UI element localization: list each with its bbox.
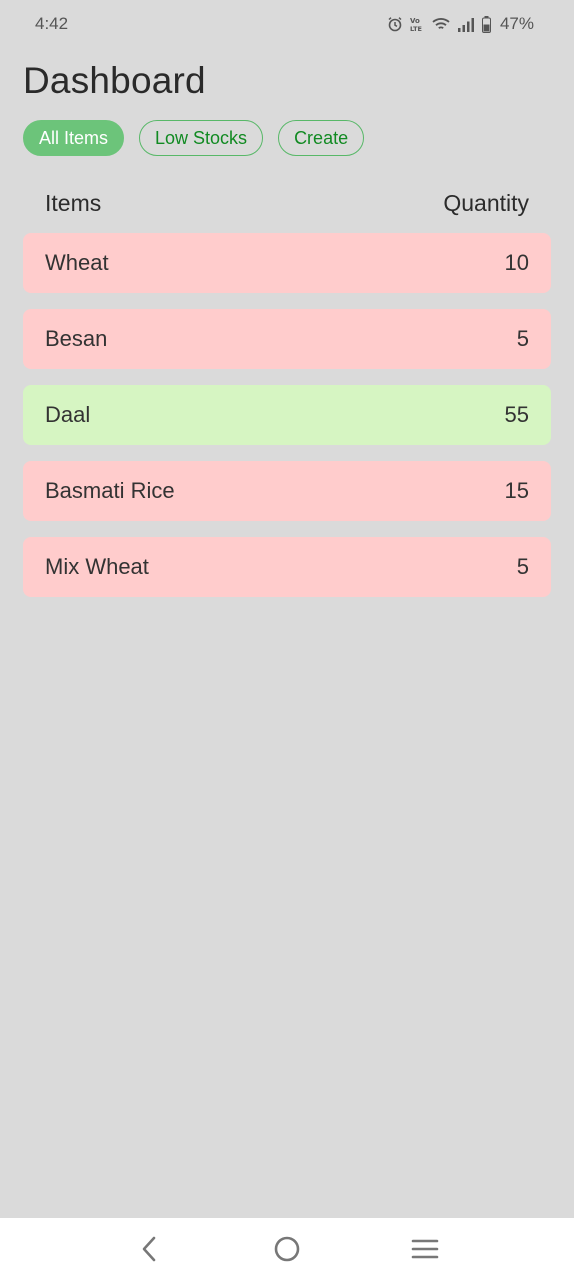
home-icon [274,1236,300,1262]
create-button[interactable]: Create [278,120,365,156]
wifi-icon [432,17,450,32]
inventory-row-mix-wheat[interactable]: Mix Wheat 5 [23,537,551,597]
battery-percent: 47% [499,14,534,33]
status-icons: Vo LTE 47% [387,14,534,34]
signal-icon [457,17,475,32]
item-name: Basmati Rice [45,478,175,503]
status-bar: 4:42 Vo LTE 47% [0,0,574,48]
filter-low-stocks[interactable]: Low Stocks [139,120,264,156]
back-icon [142,1236,156,1262]
filter-chips: All Items Low Stocks Create [23,120,365,156]
item-quantity: 5 [516,326,529,351]
inventory-row-wheat[interactable]: Wheat 10 [23,233,551,293]
table-header: Items Quantity [23,186,551,220]
home-button[interactable] [257,1224,317,1274]
column-header-items: Items [45,189,102,216]
filter-all-items[interactable]: All Items [23,120,125,156]
column-header-quantity: Quantity [443,189,529,216]
item-quantity: 15 [504,478,529,503]
inventory-list: Wheat 10 Besan 5 Daal 55 Basmati Rice 15… [23,233,551,613]
recents-button[interactable] [395,1224,455,1274]
inventory-row-basmati-rice[interactable]: Basmati Rice 15 [23,461,551,521]
volte-icon: Vo LTE [410,16,425,32]
back-button[interactable] [119,1224,179,1274]
item-quantity: 10 [504,250,529,275]
svg-text:LTE: LTE [410,25,422,32]
battery-icon [481,15,491,33]
item-name: Wheat [45,250,109,275]
item-name: Mix Wheat [45,554,149,579]
inventory-row-daal[interactable]: Daal 55 [23,385,551,445]
item-name: Daal [45,402,91,427]
item-name: Besan [45,326,108,351]
system-nav-bar [0,1218,574,1280]
alarm-icon [387,16,403,32]
inventory-row-besan[interactable]: Besan 5 [23,309,551,369]
svg-text:Vo: Vo [410,17,420,25]
recents-icon [411,1239,439,1259]
item-quantity: 5 [516,554,529,579]
page-title: Dashboard [23,60,206,101]
item-quantity: 55 [504,402,529,427]
status-time: 4:42 [35,14,69,33]
